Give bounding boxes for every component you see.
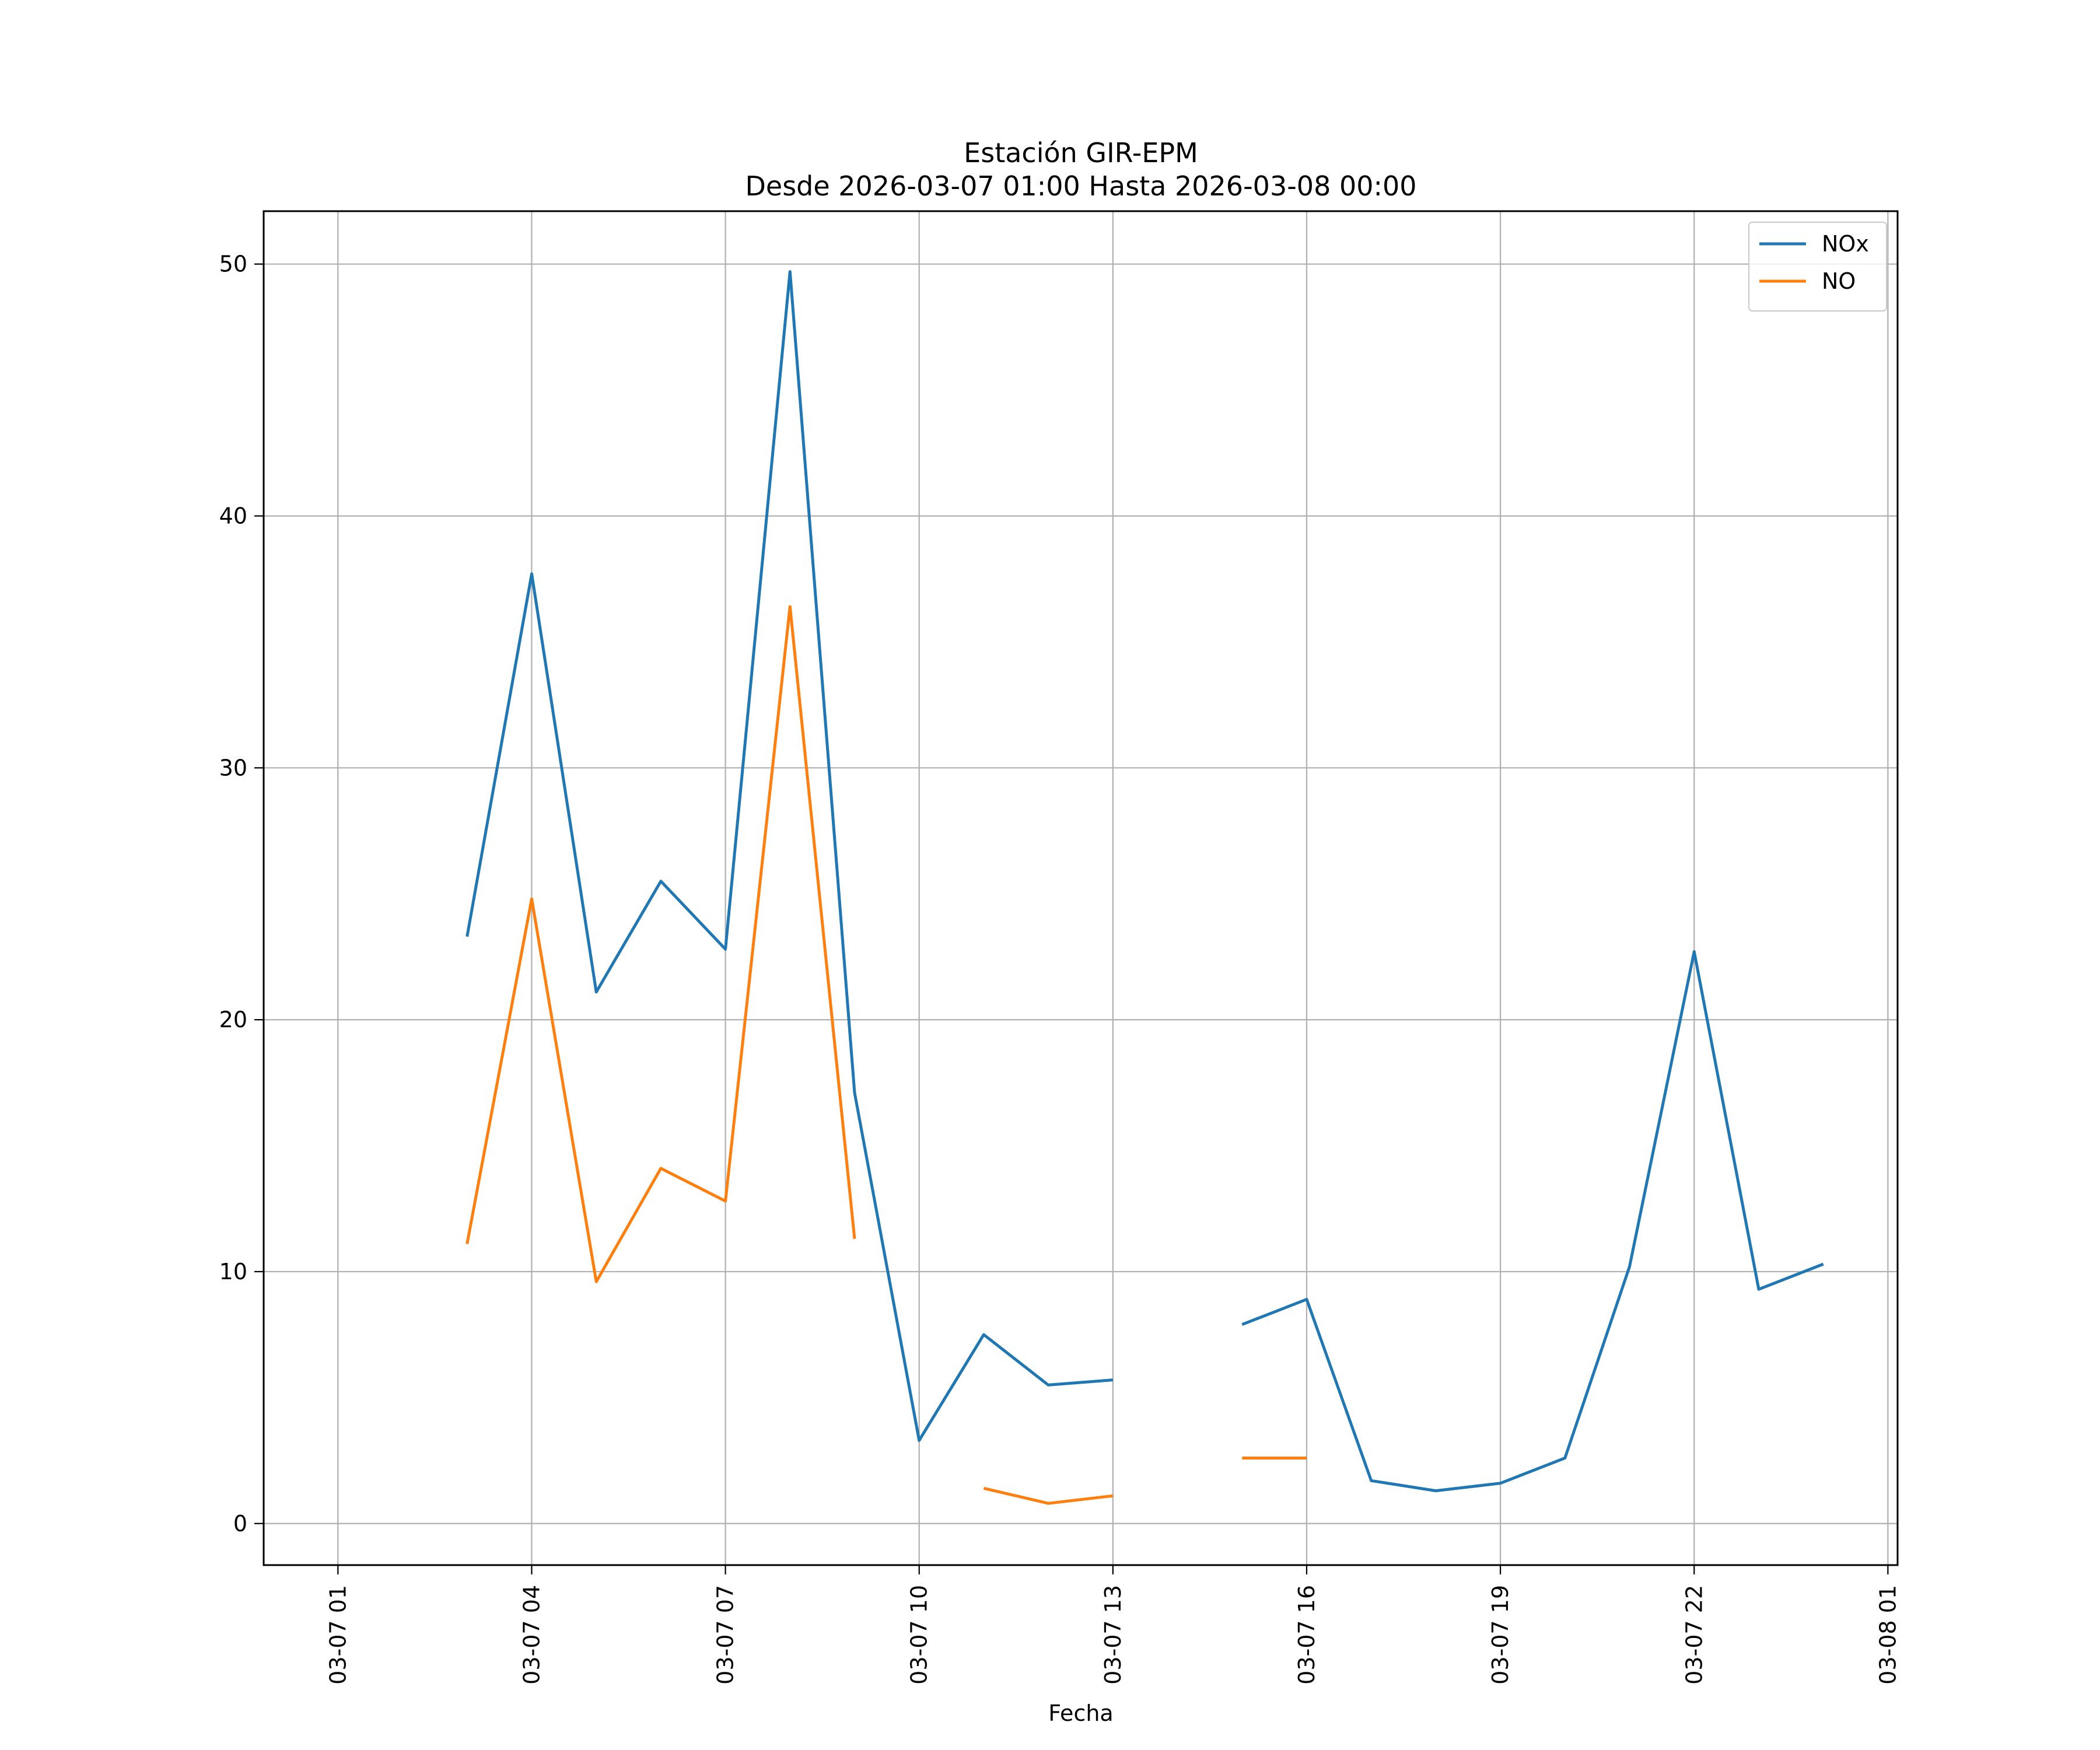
x-tick-label: 03-07 07 — [713, 1585, 738, 1685]
series-no — [466, 605, 1307, 1505]
y-tick-label: 40 — [219, 503, 247, 528]
x-axis-label: Fecha — [1048, 1700, 1113, 1726]
y-tick-label: 10 — [219, 1259, 247, 1284]
axis-ticks: 03-07 01 03-07 04 03-07 07 03-07 10 03-07 13… — [219, 251, 1901, 1685]
series-line-segment — [1241, 950, 1824, 1493]
series-line-segment — [466, 270, 1114, 1442]
grid — [264, 211, 1898, 1565]
x-tick-label: 03-07 16 — [1294, 1585, 1320, 1685]
series-line-segment — [466, 605, 856, 1283]
legend: NOx NO — [1748, 221, 1888, 312]
plot-frame — [262, 210, 1899, 1566]
y-tick-label: 0 — [233, 1511, 247, 1536]
x-tick-label: 03-07 19 — [1488, 1585, 1513, 1685]
y-tick-label: 20 — [219, 1007, 247, 1032]
legend-label: NO — [1822, 268, 1856, 294]
y-tick-label: 30 — [219, 755, 247, 780]
series-lines — [466, 270, 1824, 1505]
x-tick-label: 03-08 01 — [1875, 1585, 1901, 1685]
x-tick-label: 03-07 01 — [325, 1585, 351, 1685]
x-tick-label: 03-07 13 — [1100, 1585, 1126, 1685]
x-tick-label: 03-07 22 — [1681, 1585, 1707, 1685]
x-tick-label: 03-07 10 — [907, 1585, 932, 1685]
legend-label: NOx — [1822, 231, 1869, 257]
chart-title: Estación GIR-EPM — [964, 137, 1198, 169]
series-line-segment — [983, 1486, 1114, 1505]
x-tick-label: 03-07 04 — [519, 1585, 544, 1685]
y-tick-label: 50 — [219, 251, 247, 277]
series-nox — [466, 270, 1824, 1493]
chart-subtitle: Desde 2026-03-07 01:00 Hasta 2026-03-08 … — [745, 170, 1416, 202]
